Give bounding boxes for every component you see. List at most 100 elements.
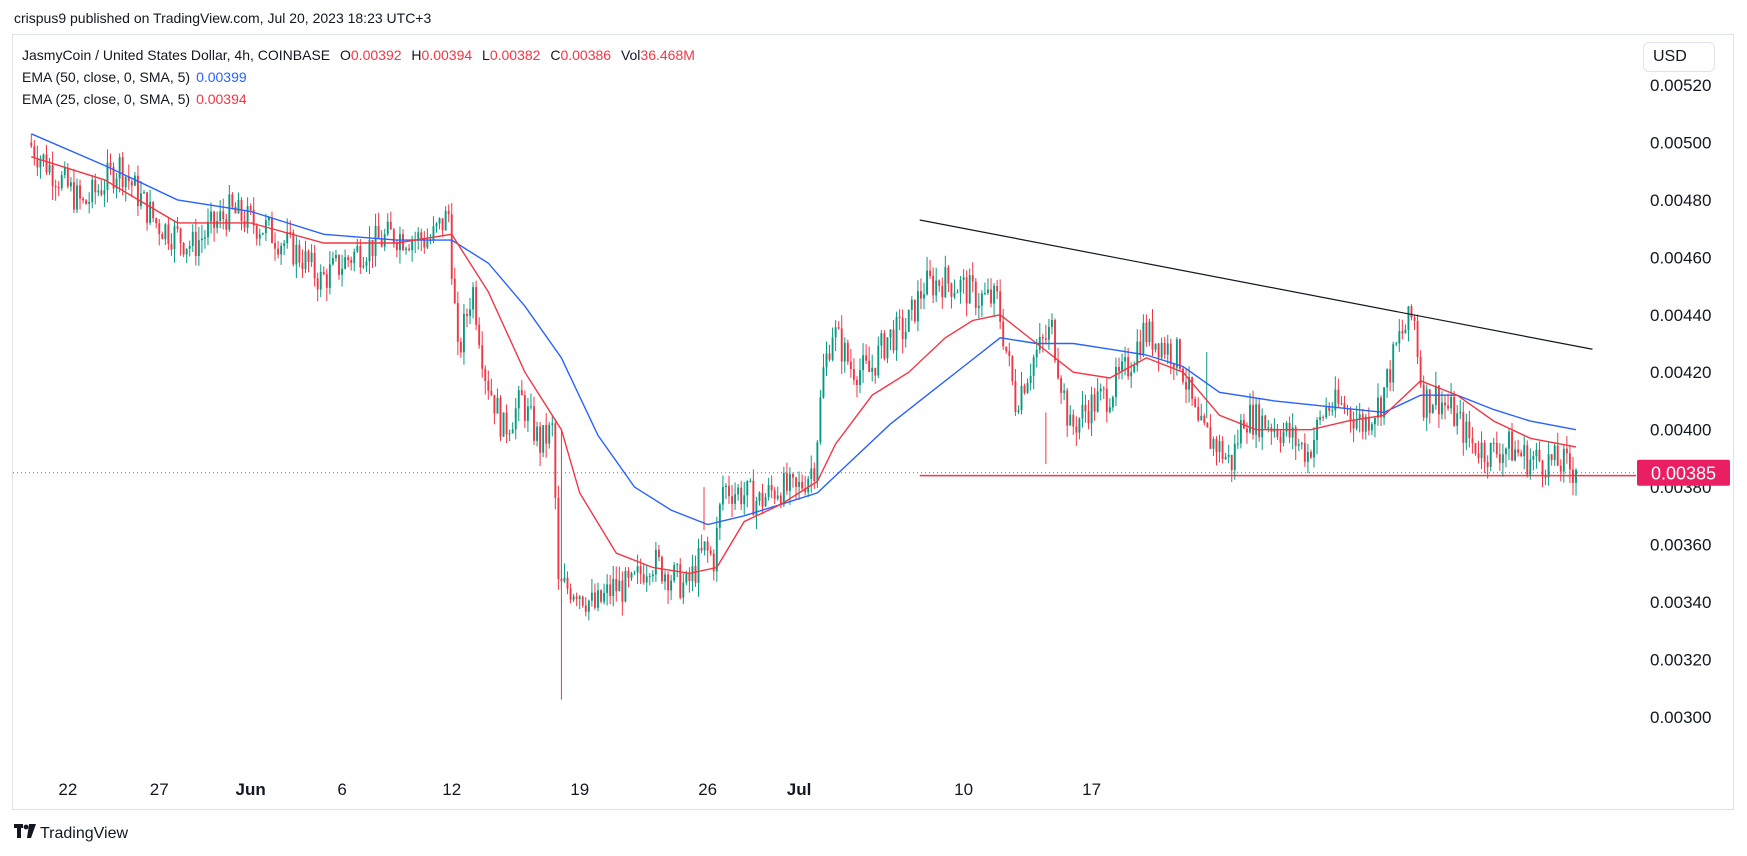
candle-body — [411, 240, 414, 251]
candle-body — [325, 274, 328, 288]
candle-body — [91, 179, 94, 202]
candle-body — [1395, 343, 1398, 345]
candle-body — [849, 361, 852, 370]
candle-body — [1437, 385, 1440, 415]
candle-body — [1413, 317, 1416, 321]
candle-body — [1294, 427, 1297, 446]
candle-body — [1157, 343, 1160, 358]
candle-body — [450, 214, 453, 279]
y-tick-label: 0.00400 — [1650, 421, 1711, 440]
candle-body — [66, 167, 69, 187]
candle-body — [859, 370, 861, 385]
candle-body — [1063, 390, 1066, 393]
candle-body — [782, 473, 785, 505]
candle-body — [1124, 357, 1127, 362]
candle-body — [362, 265, 365, 268]
candle-body — [475, 287, 478, 325]
candle-body — [752, 480, 755, 516]
symbol-legend-row[interactable]: JasmyCoin / United States Dollar, 4h, CO… — [22, 44, 695, 66]
candle-body — [1081, 404, 1084, 419]
candle-body — [1483, 442, 1486, 462]
candle-body — [1130, 372, 1133, 377]
candle-body — [1568, 453, 1571, 470]
currency-selector-button[interactable]: USD — [1643, 42, 1715, 72]
candle-body — [1297, 444, 1300, 446]
candle-body — [1145, 322, 1148, 343]
candle-body — [42, 154, 45, 160]
candle-body — [740, 487, 743, 505]
candle-body — [1261, 415, 1264, 438]
candle-body — [642, 574, 645, 583]
candle-body — [447, 210, 450, 215]
candle-body — [191, 231, 194, 247]
candle-body — [328, 264, 331, 288]
candle-body — [508, 433, 511, 435]
x-tick-label: 27 — [150, 780, 169, 799]
candle-body — [1313, 440, 1315, 458]
candle-body — [1218, 441, 1221, 452]
candle-body — [1550, 454, 1553, 460]
candle-body — [1523, 445, 1526, 457]
candle-body — [1444, 402, 1446, 406]
footer-brand[interactable]: TradingView — [14, 824, 128, 843]
candle-body — [1258, 404, 1261, 438]
candle-body — [810, 468, 813, 479]
candle-body — [667, 574, 670, 591]
candle-body — [572, 596, 575, 600]
candle-body — [310, 252, 313, 263]
candle-body — [523, 395, 526, 421]
candle-body — [459, 341, 462, 353]
candle-body — [536, 426, 538, 441]
ema25-legend-row[interactable]: EMA (25, close, 0, SMA, 5) 0.00394 — [22, 88, 695, 110]
candle-body — [170, 243, 173, 250]
candle-body — [1230, 454, 1233, 471]
candle-body — [97, 190, 100, 193]
last-price-value: 0.00385 — [1651, 463, 1716, 483]
candle-body — [478, 324, 481, 346]
candle-body — [1014, 381, 1017, 412]
candle-body — [204, 237, 206, 239]
candle-body — [319, 271, 322, 290]
candle-body — [947, 267, 950, 284]
candle-body — [679, 564, 682, 598]
candle-body — [514, 408, 517, 430]
candle-body — [1169, 343, 1172, 365]
candle-body — [420, 232, 423, 240]
candle-body — [813, 468, 816, 482]
candle-body — [709, 550, 712, 554]
candle-body — [697, 547, 700, 583]
candle-body — [694, 566, 697, 583]
candle-body — [929, 270, 932, 276]
candle-body — [133, 175, 136, 186]
candle-body — [267, 217, 270, 221]
candle-body — [322, 271, 325, 275]
candle-body — [1188, 376, 1191, 390]
candle-body — [1556, 445, 1559, 466]
candle-body — [1035, 349, 1038, 358]
candle-body — [664, 574, 666, 582]
candle-body — [898, 316, 901, 318]
candle-body — [798, 481, 801, 487]
candle-body — [654, 549, 657, 575]
candle-body — [106, 162, 109, 191]
candle-body — [115, 178, 118, 189]
candle-body — [822, 367, 825, 398]
candle-body — [1334, 389, 1337, 411]
candle-body — [776, 495, 779, 499]
candle-body — [1477, 453, 1480, 459]
candle-body — [792, 474, 794, 478]
high-label: H — [411, 47, 422, 63]
candle-body — [1392, 344, 1395, 383]
candle-body — [1233, 443, 1236, 471]
candle-body — [852, 369, 855, 380]
open-value: 0.00392 — [350, 47, 402, 63]
candle-body — [843, 342, 846, 362]
candle-body — [788, 474, 791, 491]
candle-body — [365, 261, 368, 266]
symbol-title: JasmyCoin / United States Dollar, 4h, CO… — [22, 47, 331, 63]
ema50-legend-row[interactable]: EMA (50, close, 0, SMA, 5) 0.00399 — [22, 66, 695, 88]
candle-body — [1252, 404, 1254, 435]
y-tick-label: 0.00340 — [1650, 593, 1711, 612]
candle-body — [243, 220, 246, 228]
